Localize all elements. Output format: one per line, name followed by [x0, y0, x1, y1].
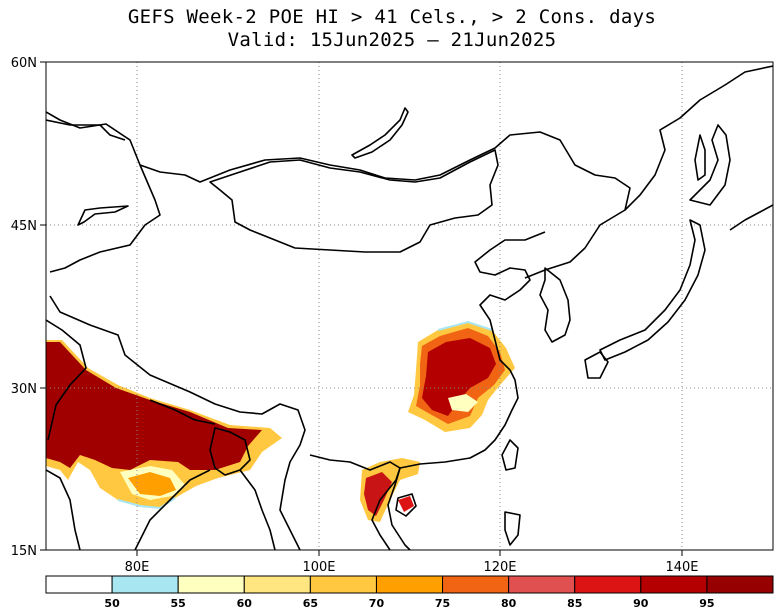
east-china-coast	[474, 231, 546, 371]
philippines	[504, 511, 521, 546]
colorbar-swatch	[309, 575, 377, 594]
india-orange-patch	[128, 472, 176, 496]
colorbar-tick-label: 85	[567, 597, 582, 610]
colorbar-tick-label: 65	[303, 597, 318, 610]
lake-baikal	[351, 107, 409, 159]
himalaya-border	[49, 295, 306, 550]
hainan-island	[395, 493, 417, 517]
lat-label-30n: 30N	[11, 382, 37, 397]
japan-kyushu	[584, 351, 609, 379]
vietnam-coast	[387, 467, 411, 550]
colorbar-tick-label: 75	[435, 597, 450, 610]
boundaries	[46, 65, 773, 550]
colorbar-tick-label: 95	[699, 597, 714, 610]
indochina-heat-core	[364, 472, 392, 516]
lon-label-140e: 140E	[665, 560, 698, 575]
india-pakistan-border	[46, 319, 87, 441]
map-title: GEFS Week-2 POE HI > 41 Cels., > 2 Cons.…	[127, 6, 657, 28]
russia-pacific-coast	[624, 65, 773, 211]
colorbar-swatch	[177, 575, 245, 594]
map-frame	[45, 61, 774, 551]
china-light-patch	[448, 394, 478, 412]
korean-peninsula	[539, 267, 571, 343]
map-subtitle: Valid: 15Jun2025 — 21Jun2025	[227, 29, 557, 51]
lon-label-100e: 100E	[302, 560, 335, 575]
china-northern-border	[46, 111, 631, 279]
lat-label-15n: 15N	[11, 544, 37, 559]
china-western-border	[49, 164, 161, 273]
graticule	[46, 62, 773, 550]
axis-ticks	[40, 61, 683, 556]
japan-hokkaido	[689, 124, 731, 206]
colorbar-swatch	[442, 575, 510, 594]
hainan-heat	[398, 496, 414, 512]
lon-label-120e: 120E	[483, 560, 516, 575]
lake-balkhash	[77, 205, 129, 226]
china-heat-area-core	[422, 338, 496, 416]
kazakhstan-north	[46, 119, 126, 141]
colorbar-tick-label: 55	[171, 597, 186, 610]
india-heat-area-core	[46, 342, 262, 470]
colorbar-swatch	[111, 575, 179, 594]
pacific-islands	[729, 204, 773, 231]
myanmar-coast	[239, 469, 276, 550]
bay-of-bengal-coast	[134, 469, 211, 550]
colorbar-swatch	[574, 575, 642, 594]
colorbar-tick-label: 70	[369, 597, 385, 610]
probability-shading	[46, 320, 515, 522]
colorbar-swatch	[243, 575, 311, 594]
south-china-coast	[399, 369, 519, 469]
sakhalin-island	[694, 134, 706, 181]
colorbar-tick-label: 90	[633, 597, 649, 610]
colorbar-swatch	[45, 575, 113, 594]
taiwan-island	[501, 439, 519, 471]
colorbar-swatch	[706, 575, 774, 594]
china-cyan-edge	[437, 320, 493, 331]
colorbar-swatch	[508, 575, 576, 594]
india-coast	[46, 469, 81, 550]
colorbar-swatch	[640, 575, 708, 594]
nepal-border	[149, 399, 216, 425]
lat-label-60n: 60N	[11, 56, 37, 71]
mongolia-border	[209, 149, 499, 253]
colorbar-swatch	[375, 575, 444, 594]
colorbar: 50 55 60 65 70 75 80 85 90 95	[45, 575, 774, 610]
colorbar-tick-label: 50	[104, 597, 120, 610]
lat-label-45n: 45N	[11, 219, 37, 234]
lon-label-80e: 80E	[125, 560, 150, 575]
japan-honshu	[599, 219, 706, 361]
colorbar-tick-label: 60	[237, 597, 253, 610]
colorbar-tick-label: 80	[501, 597, 517, 610]
